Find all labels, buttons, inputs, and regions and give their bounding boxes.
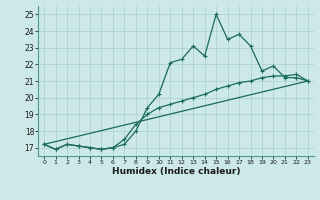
- X-axis label: Humidex (Indice chaleur): Humidex (Indice chaleur): [112, 167, 240, 176]
